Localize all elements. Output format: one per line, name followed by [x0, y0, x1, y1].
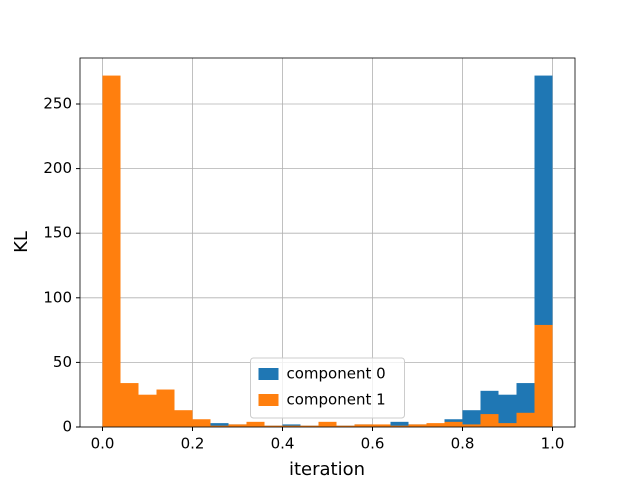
bar [102, 75, 121, 428]
bar [426, 423, 445, 427]
bar [372, 424, 391, 427]
bar [354, 424, 373, 427]
bar [318, 421, 337, 427]
bar [300, 425, 319, 427]
bar [408, 424, 427, 427]
y-tick-label: 50 [53, 353, 72, 371]
bar [336, 425, 355, 427]
y-tick-label: 100 [43, 288, 72, 306]
x-tick-label: 0.6 [361, 435, 385, 453]
bar [282, 425, 301, 427]
bar [120, 383, 139, 427]
bar [390, 425, 409, 427]
y-tick-label: 250 [43, 94, 72, 112]
legend-label: component 1 [287, 391, 386, 409]
bar [246, 421, 265, 427]
x-axis-label: iteration [289, 459, 365, 480]
y-axis-label: KL [11, 231, 32, 253]
bar [228, 424, 247, 427]
x-tick-label: 0.0 [91, 435, 115, 453]
bar [498, 423, 517, 427]
x-tick-label: 0.8 [451, 435, 475, 453]
x-tick-label: 0.2 [181, 435, 205, 453]
plot-frame [79, 57, 576, 428]
legend-swatch [258, 394, 279, 406]
legend: component 0 component 1 [250, 357, 405, 419]
bar [480, 414, 499, 427]
y-tick-label: 200 [43, 159, 72, 177]
legend-label: component 0 [287, 365, 386, 383]
bar [174, 410, 193, 427]
x-tick-label: 1.0 [541, 435, 565, 453]
bar [516, 412, 535, 427]
bar [264, 425, 283, 427]
bar [192, 419, 211, 427]
bar [390, 421, 409, 427]
bar [210, 423, 229, 427]
bar [444, 421, 463, 427]
bar [462, 424, 481, 427]
bar [498, 394, 517, 427]
x-tick-label: 0.4 [271, 435, 295, 453]
y-tick-label: 0 [62, 418, 72, 436]
bar [534, 324, 553, 427]
legend-swatch [258, 368, 279, 380]
bar [462, 410, 481, 427]
legend-box [250, 357, 405, 419]
bar [138, 394, 157, 427]
y-tick-label: 150 [43, 224, 72, 242]
bar [210, 425, 229, 427]
bar [156, 389, 175, 427]
